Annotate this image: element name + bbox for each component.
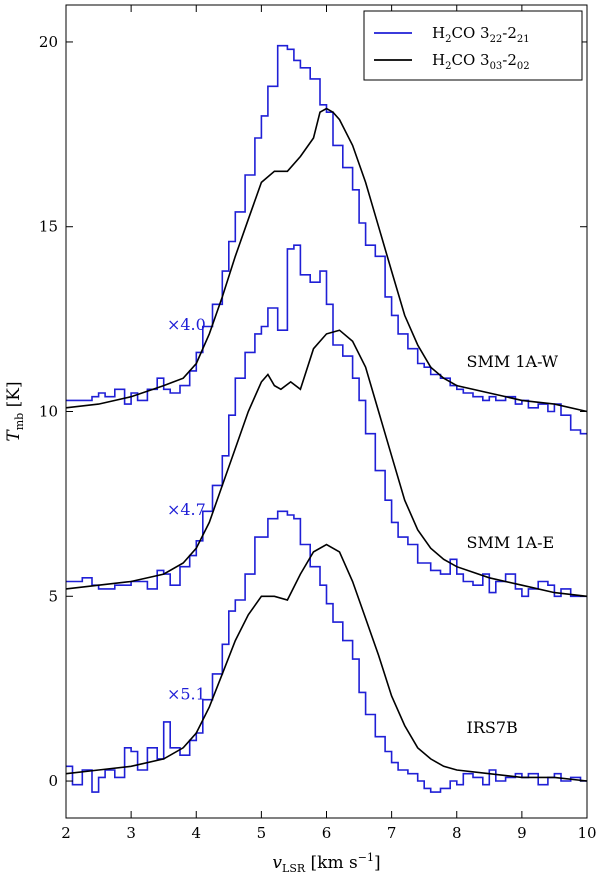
y-tick-label: 5: [48, 587, 58, 605]
annotation-4: SMM 1A-E: [467, 533, 555, 552]
series-line-0: [66, 44, 587, 435]
annotation-3: SMM 1A-W: [467, 352, 559, 371]
y-tick-label: 15: [39, 218, 58, 236]
x-tick-label: 3: [126, 824, 136, 842]
axis-labels: vLSR [km s−1] Tmb [K]: [4, 381, 381, 875]
legend-box: [363, 10, 583, 81]
series-line-5: [65, 543, 588, 782]
annotation-0: ×4.0: [167, 315, 206, 334]
annotation-5: IRS7B: [467, 718, 518, 737]
axes-layer: 2 3 4 5 6 7 8 9 10 0 5 10 15 20: [39, 4, 597, 842]
y-tick-label: 20: [39, 33, 58, 51]
series-line-1: [65, 107, 588, 413]
series-line-4: [66, 510, 587, 793]
legend-label-0: H2CO 322-221: [432, 24, 530, 45]
y-tick-label: 10: [39, 403, 58, 421]
annotation-layer: ×4.0 ×4.7 ×5.1 SMM 1A-W SMM 1A-E IRS7B: [167, 315, 559, 737]
x-tick-label: 2: [61, 824, 71, 842]
x-axis-label: vLSR [km s−1]: [272, 851, 380, 875]
annotation-2: ×5.1: [167, 685, 206, 704]
series-line-2: [66, 244, 587, 598]
plot-frame: [65, 4, 588, 819]
annotation-1: ×4.7: [167, 500, 206, 519]
legend: H2CO 322-221 H2CO 303-202: [363, 10, 583, 81]
x-tick-label: 7: [387, 824, 397, 842]
series-line-3: [65, 329, 588, 598]
y-axis-label: Tmb [K]: [4, 381, 26, 441]
legend-label-1: H2CO 303-202: [432, 51, 530, 72]
x-tick-label: 10: [577, 824, 596, 842]
x-tick-label: 5: [257, 824, 267, 842]
x-tick-label: 6: [322, 824, 332, 842]
x-tick-label: 8: [452, 824, 462, 842]
x-tick-label: 9: [517, 824, 527, 842]
x-tick-label: 4: [191, 824, 201, 842]
series-layer: [65, 44, 588, 793]
y-tick-label: 0: [48, 772, 58, 790]
